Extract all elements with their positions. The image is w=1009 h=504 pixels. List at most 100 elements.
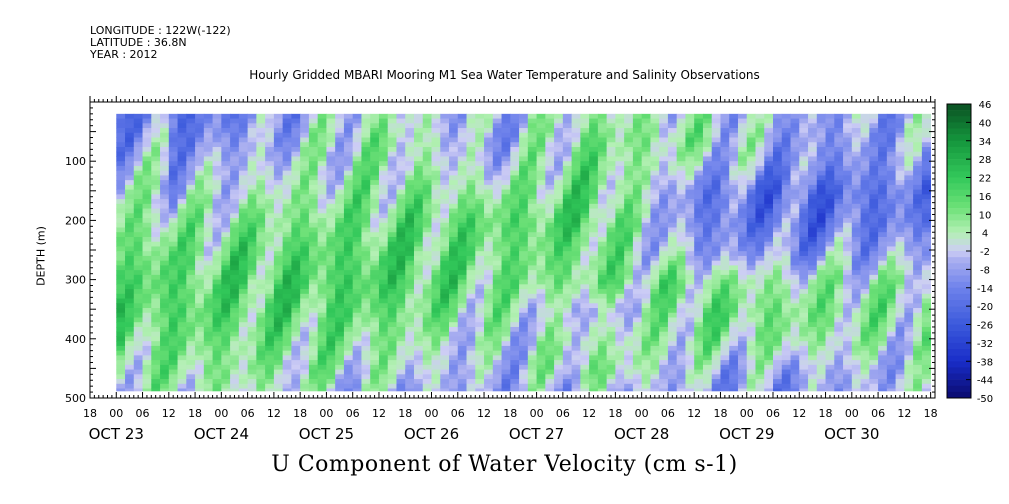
heatmap-cell xyxy=(676,232,686,238)
heatmap-cell xyxy=(256,241,266,247)
heatmap-cell xyxy=(133,251,143,257)
heatmap-cell xyxy=(825,227,835,233)
heatmap-cell xyxy=(457,251,467,257)
heatmap-cell xyxy=(265,251,275,257)
heatmap-cell xyxy=(203,322,213,328)
heatmap-cell xyxy=(562,345,573,352)
heatmap-cell xyxy=(387,128,397,134)
heatmap-cell xyxy=(746,151,756,157)
heatmap-cell xyxy=(422,175,432,181)
heatmap-cell xyxy=(116,289,126,295)
heatmap-cell xyxy=(177,170,187,176)
heatmap-cell xyxy=(317,161,327,167)
heatmap-cell xyxy=(597,222,608,228)
heatmap-cell xyxy=(133,128,143,134)
heatmap-cell xyxy=(632,251,643,257)
heatmap-cell xyxy=(300,218,310,224)
heatmap-cell xyxy=(440,194,450,200)
heatmap-cell xyxy=(168,274,178,280)
heatmap-cell xyxy=(527,308,537,314)
heatmap-cell xyxy=(641,218,651,224)
heatmap-cell xyxy=(694,284,704,290)
heatmap-cell xyxy=(160,293,170,299)
heatmap-cell xyxy=(457,289,467,295)
heatmap-cell xyxy=(335,260,345,266)
heatmap-cell xyxy=(343,336,354,342)
heatmap-cell xyxy=(212,236,222,243)
heatmap-cell xyxy=(282,156,292,162)
heatmap-cell xyxy=(221,137,231,143)
heatmap-cell xyxy=(729,123,739,129)
heatmap-cell xyxy=(851,199,861,205)
heatmap-cell xyxy=(142,336,152,342)
heatmap-cell xyxy=(737,298,748,304)
heatmap-cell xyxy=(606,270,616,276)
heatmap-cell xyxy=(650,289,660,295)
heatmap-cell xyxy=(580,303,590,309)
heatmap-cell xyxy=(755,146,765,153)
heatmap-cell xyxy=(659,232,669,238)
heatmap-cell xyxy=(256,374,266,380)
heatmap-cell xyxy=(308,270,319,276)
heatmap-cell xyxy=(676,274,686,280)
heatmap-cell xyxy=(133,303,143,309)
heatmap-cell xyxy=(685,218,695,224)
heatmap-cell xyxy=(475,132,485,138)
heatmap-cell xyxy=(562,180,573,186)
heatmap-cell xyxy=(720,383,730,389)
heatmap-cell xyxy=(519,345,529,352)
heatmap-cell xyxy=(142,364,152,370)
heatmap-cell xyxy=(116,303,126,309)
heatmap-cell xyxy=(790,199,800,205)
heatmap-cell xyxy=(659,222,669,228)
heatmap-cell xyxy=(422,355,432,361)
heatmap-cell xyxy=(466,146,476,153)
heatmap-cell xyxy=(764,345,774,352)
heatmap-cell xyxy=(676,241,686,247)
heatmap-cell xyxy=(825,274,835,280)
heatmap-cell xyxy=(343,388,354,392)
heatmap-cell xyxy=(484,312,494,318)
heatmap-cell xyxy=(133,379,143,385)
heatmap-cell xyxy=(317,180,327,186)
heatmap-cell xyxy=(475,312,485,318)
heatmap-cell xyxy=(781,289,791,295)
heatmap-cell xyxy=(125,146,135,153)
heatmap-cell xyxy=(720,123,730,129)
heatmap-cell xyxy=(352,180,362,186)
heatmap-cell xyxy=(492,170,502,176)
heatmap-cell xyxy=(589,388,599,392)
heatmap-cell xyxy=(405,146,415,153)
heatmap-cell xyxy=(133,151,143,157)
heatmap-cell xyxy=(212,146,222,153)
heatmap-cell xyxy=(168,156,178,162)
heatmap-cell xyxy=(300,260,310,266)
heatmap-cell xyxy=(160,213,170,219)
heatmap-cell xyxy=(659,255,669,262)
heatmap-cell xyxy=(160,260,170,266)
heatmap-cell xyxy=(326,317,336,323)
heatmap-cell xyxy=(650,317,660,323)
heatmap-cell xyxy=(764,227,774,233)
heatmap-cell xyxy=(737,284,748,290)
heatmap-cell xyxy=(746,189,756,195)
heatmap-cell xyxy=(387,251,397,257)
heatmap-cell xyxy=(624,151,634,157)
heatmap-cell xyxy=(624,341,634,347)
heatmap-cell xyxy=(519,312,529,318)
heatmap-cell xyxy=(650,161,660,167)
heatmap-cell xyxy=(475,128,485,134)
heatmap-cell xyxy=(256,128,266,134)
heatmap-cell xyxy=(125,345,135,352)
heatmap-cell xyxy=(186,213,196,219)
heatmap-cell xyxy=(177,364,187,370)
heatmap-cell xyxy=(387,374,397,380)
heatmap-cell xyxy=(142,341,152,347)
heatmap-cell xyxy=(492,383,502,389)
heatmap-cell xyxy=(168,165,178,172)
heatmap-cell xyxy=(606,260,616,266)
heatmap-cell xyxy=(790,213,800,219)
heatmap-cell xyxy=(125,222,135,228)
heatmap-cell xyxy=(326,350,336,356)
heatmap-cell xyxy=(519,236,529,243)
